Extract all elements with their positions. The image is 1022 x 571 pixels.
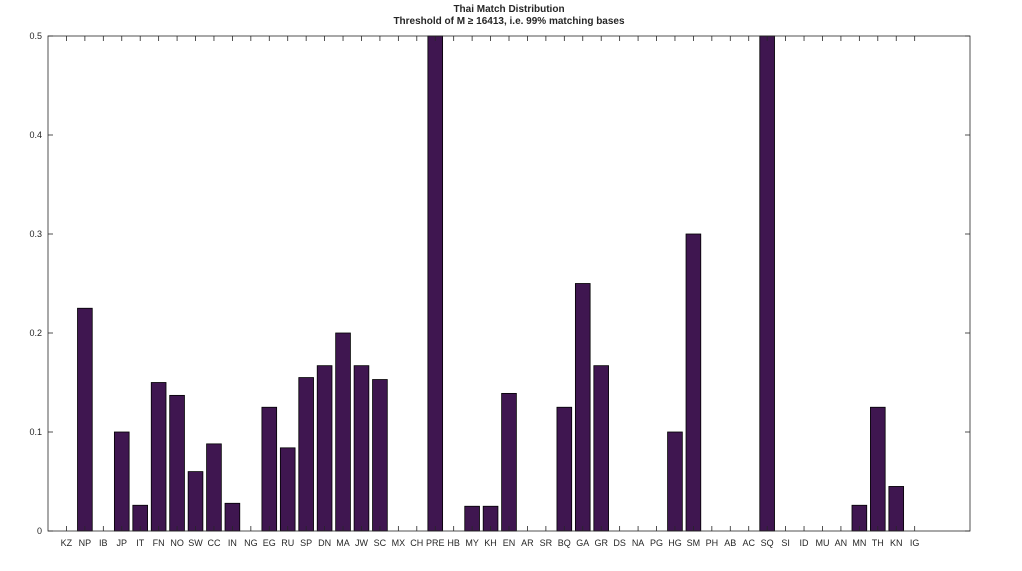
bar-KN — [888, 486, 905, 532]
x-tick-label: GR — [594, 538, 608, 548]
bar-MA — [335, 332, 351, 532]
x-tick-label: SP — [300, 538, 312, 548]
bar-CC — [206, 443, 222, 532]
x-tick-label: SM — [687, 538, 701, 548]
x-tick-label: FN — [153, 538, 165, 548]
x-tick-label: SR — [540, 538, 553, 548]
x-tick-label: EG — [263, 538, 276, 548]
y-tick-label: 0.4 — [29, 130, 42, 140]
x-tick-label: EN — [503, 538, 516, 548]
x-tick-label: CC — [207, 538, 220, 548]
x-tick-label: AC — [742, 538, 755, 548]
x-tick-label: MA — [336, 538, 350, 548]
x-tick-label: JW — [355, 538, 369, 548]
bar-BQ — [556, 406, 573, 532]
x-tick-label: TH — [872, 538, 884, 548]
bar-EN — [501, 392, 517, 532]
x-tick-label: AN — [835, 538, 848, 548]
x-tick-label: JP — [117, 538, 128, 548]
x-tick-label: SQ — [761, 538, 774, 548]
y-tick-label: 0.3 — [29, 229, 42, 239]
bar-PRE — [427, 35, 444, 532]
x-tick-label: PG — [650, 538, 663, 548]
bar-NO — [169, 394, 185, 532]
x-tick-label: HB — [447, 538, 460, 548]
x-tick-label: NP — [79, 538, 92, 548]
bar-SC — [372, 379, 388, 532]
bar-JP — [113, 431, 130, 532]
x-tick-label: DN — [318, 538, 331, 548]
x-tick-label: MU — [815, 538, 829, 548]
bar-GR — [593, 365, 609, 532]
bar-FN — [150, 382, 167, 532]
x-tick-label: IB — [99, 538, 108, 548]
bar-EG — [261, 406, 278, 532]
y-tick-label: 0.2 — [29, 328, 42, 338]
axes-box — [47, 35, 971, 532]
x-tick-label: SI — [781, 538, 790, 548]
bar-HG — [667, 431, 683, 532]
x-tick-label: ID — [800, 538, 810, 548]
x-tick-label: KZ — [61, 538, 73, 548]
x-tick-label: BQ — [558, 538, 571, 548]
x-tick-label: KN — [890, 538, 903, 548]
bar-SW — [187, 471, 204, 532]
x-tick-label: HG — [668, 538, 682, 548]
x-tick-label: AR — [521, 538, 534, 548]
x-tick-label: IN — [228, 538, 237, 548]
bar-GA — [574, 283, 591, 532]
chart-title: Thai Match Distribution — [453, 4, 564, 15]
y-tick-label: 0.5 — [29, 31, 42, 41]
x-tick-label: SW — [188, 538, 203, 548]
x-tick-label: PH — [706, 538, 719, 548]
x-tick-label: DS — [613, 538, 626, 548]
x-tick-label: RU — [281, 538, 294, 548]
bar-TH — [870, 406, 886, 532]
bar-NP — [77, 307, 93, 532]
x-tick-label: KH — [484, 538, 497, 548]
y-tick-label: 0.1 — [29, 427, 42, 437]
bar-SQ — [759, 35, 775, 532]
x-tick-label: CH — [410, 538, 423, 548]
chart-subtitle: Threshold of M ≥ 16413, i.e. 99% matchin… — [393, 16, 625, 27]
x-tick-label: GA — [576, 538, 589, 548]
bar-SM — [685, 233, 702, 532]
x-tick-label: PRE — [426, 538, 445, 548]
x-tick-label: IT — [136, 538, 145, 548]
bar-DN — [316, 365, 333, 532]
bar-SP — [298, 377, 314, 532]
x-tick-label: NA — [632, 538, 645, 548]
x-tick-label: AB — [724, 538, 736, 548]
x-tick-label: SC — [374, 538, 387, 548]
x-tick-label: IG — [910, 538, 920, 548]
x-tick-label: NG — [244, 538, 258, 548]
x-tick-label: MY — [465, 538, 479, 548]
x-tick-label: MX — [392, 538, 406, 548]
x-tick-label: NO — [170, 538, 184, 548]
y-tick-label: 0 — [37, 526, 42, 536]
x-tick-label: MN — [852, 538, 866, 548]
bar-JW — [353, 365, 370, 532]
bar-RU — [279, 447, 296, 532]
